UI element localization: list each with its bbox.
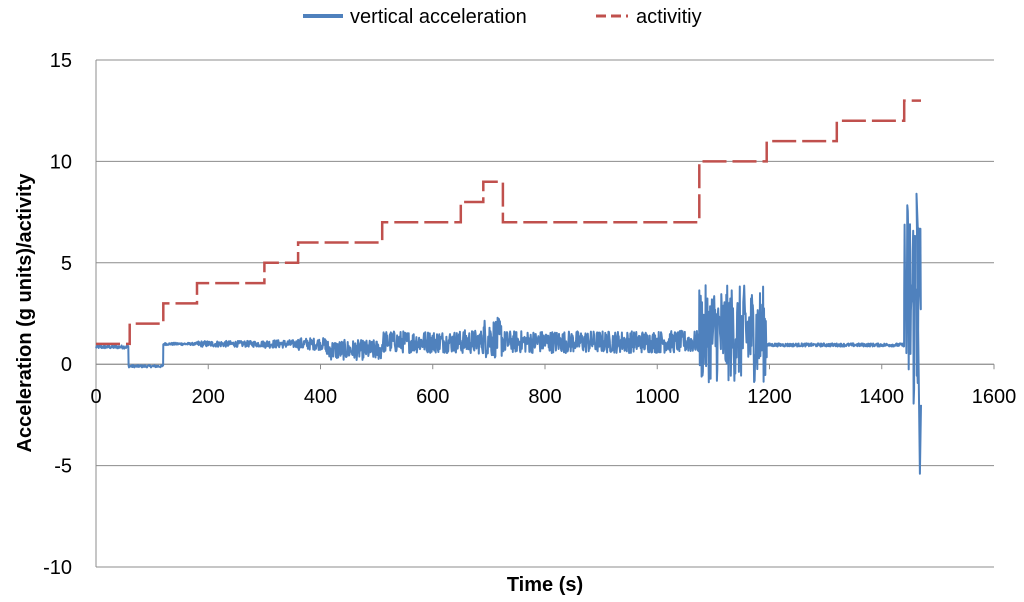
- x-axis-title: Time (s): [507, 574, 583, 596]
- y-tick-label: 0: [61, 354, 72, 376]
- y-tick-label: -10: [43, 557, 72, 579]
- y-tick-label: 10: [50, 151, 72, 173]
- x-tick-label: 200: [192, 386, 225, 408]
- y-tick-label: 15: [50, 50, 72, 72]
- x-tick-label: 400: [304, 386, 337, 408]
- x-tick-label: 1200: [747, 386, 792, 408]
- x-tick-label: 0: [90, 386, 101, 408]
- gridlines: [95, 59, 994, 568]
- y-tick-label: 5: [61, 253, 72, 275]
- x-tick-label: 600: [416, 386, 449, 408]
- legend: vertical acceleration activitiy: [303, 6, 702, 28]
- legend-label-vertical-acceleration: vertical acceleration: [350, 6, 527, 28]
- x-tick-label: 800: [528, 386, 561, 408]
- series-activitiy: [96, 99, 921, 346]
- series-layer: [95, 99, 922, 475]
- x-tick-label: 1400: [860, 386, 905, 408]
- legend-label-activitiy: activitiy: [636, 6, 702, 28]
- x-tick-label: 1600: [972, 386, 1017, 408]
- x-tick-label: 1000: [635, 386, 680, 408]
- y-axis-title: Acceleration (g units)/activity: [14, 173, 36, 453]
- y-tick-label: -5: [54, 456, 72, 478]
- tick-labels: -10 -5 0 5 10 15 0 200 400 600 800 1000 1200 1400 1600: [43, 50, 1016, 579]
- series-vertical-acceleration: [95, 192, 922, 475]
